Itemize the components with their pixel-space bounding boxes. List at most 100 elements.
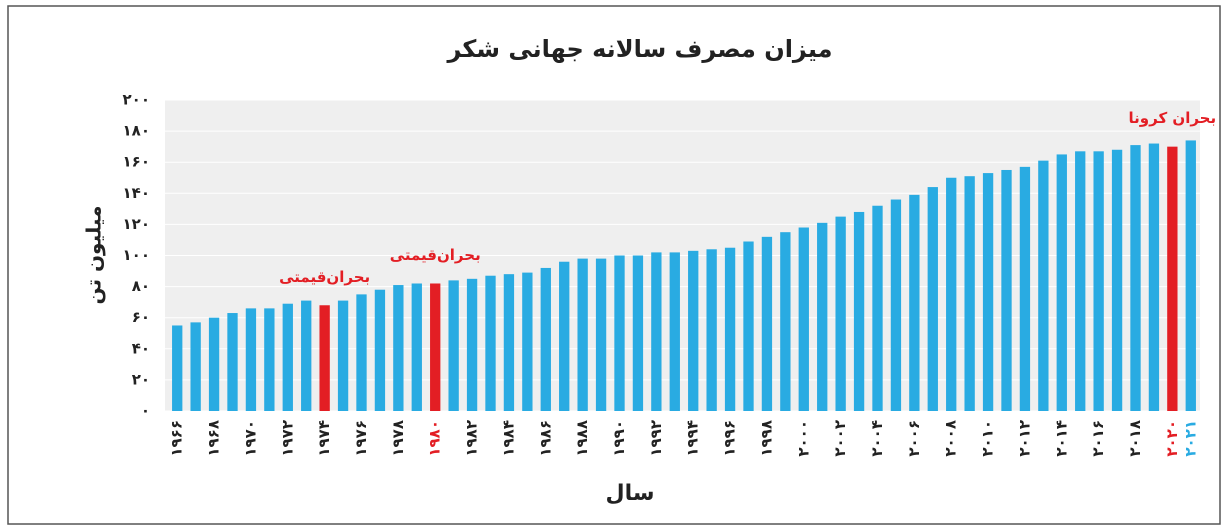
bar — [301, 300, 312, 411]
bar — [466, 278, 478, 411]
x-tick-label: ۱۹۹۶ — [721, 420, 739, 457]
y-tick-label: ۲۰۰ — [123, 91, 150, 109]
bar — [982, 173, 994, 411]
x-axis-label: سال — [606, 481, 655, 506]
x-tick-label: ۲۰۰۶ — [905, 420, 923, 457]
bar — [374, 289, 386, 411]
bar — [319, 305, 330, 411]
bar — [337, 300, 349, 411]
x-tick-label: ۱۹۸۸ — [573, 420, 591, 457]
y-tick-label: ۸۰ — [132, 277, 150, 295]
annotation: بحران‌قیمتی — [390, 246, 481, 264]
x-tick-label: ۱۹۷۸ — [389, 420, 407, 457]
bar — [522, 272, 533, 411]
bar — [872, 205, 883, 411]
bar — [890, 199, 902, 411]
bar — [706, 249, 717, 411]
bar — [172, 325, 183, 411]
bar — [208, 317, 220, 411]
bar — [1185, 140, 1196, 411]
x-tick-label: ۱۹۹۰ — [610, 420, 628, 457]
bar — [595, 258, 607, 411]
y-tick-label: ۱۸۰ — [123, 122, 150, 140]
x-tick-label: ۲۰۲۱ — [1181, 420, 1199, 457]
x-tick-label: ۲۰۱۶ — [1089, 420, 1107, 457]
x-tick-label: ۱۹۹۲ — [647, 420, 665, 457]
x-tick-label: ۲۰۰۰ — [794, 420, 812, 457]
bar — [761, 236, 773, 411]
bar — [1167, 146, 1178, 411]
annotation: بحران کرونا — [1129, 109, 1217, 127]
x-tick-label: ۱۹۶۸ — [205, 420, 223, 457]
bar — [1075, 151, 1086, 411]
x-tick-label: ۲۰۱۴ — [1052, 420, 1070, 457]
bar — [356, 294, 367, 411]
bar — [688, 250, 699, 411]
bar — [724, 247, 736, 411]
bar — [964, 176, 975, 411]
bar — [632, 255, 644, 411]
bar — [798, 227, 809, 411]
bar — [1130, 145, 1141, 411]
x-tick-label: ۱۹۸۰ — [426, 420, 444, 457]
bar — [393, 285, 404, 411]
x-tick-label: ۲۰۲۰ — [1163, 420, 1181, 457]
x-tick-label: ۱۹۷۴ — [315, 420, 333, 457]
x-tick-label: ۱۹۸۶ — [536, 420, 554, 457]
y-tick-label: ۱۴۰ — [123, 184, 150, 202]
bar — [946, 177, 957, 411]
bar — [835, 216, 846, 411]
annotation: بحران‌قیمتی — [279, 268, 370, 286]
bar — [1056, 154, 1067, 412]
bar — [559, 261, 570, 411]
x-tick-label: ۱۹۷۰ — [241, 420, 259, 457]
bar — [1111, 149, 1123, 411]
bar — [1038, 160, 1049, 411]
bar — [227, 313, 238, 411]
y-tick-label: ۴۰ — [132, 339, 150, 357]
bar — [927, 187, 938, 411]
bar — [853, 211, 865, 411]
y-tick-label: ۶۰ — [132, 308, 150, 326]
x-tick-label: ۱۹۷۶ — [352, 420, 370, 457]
x-tick-label: ۱۹۹۴ — [684, 420, 702, 457]
x-tick-label: ۲۰۰۴ — [868, 420, 886, 457]
bar — [1148, 143, 1160, 412]
x-tick-label: ۱۹۶۶ — [168, 420, 186, 457]
bar — [282, 303, 293, 411]
y-tick-label: ۱۲۰ — [123, 215, 150, 233]
bar — [540, 267, 551, 411]
x-tick-label: ۲۰۱۸ — [1126, 420, 1144, 457]
x-tick-label: ۱۹۹۸ — [757, 420, 775, 457]
y-tick-label: ۲۰ — [132, 370, 150, 388]
y-tick-label: ۰ — [141, 402, 150, 420]
y-axis-label: میلیون تن — [82, 206, 106, 305]
bar — [669, 252, 680, 411]
bar — [577, 258, 588, 411]
bar — [743, 241, 754, 411]
x-tick-label: ۲۰۰۲ — [831, 420, 849, 457]
bar — [651, 252, 662, 411]
x-tick-label: ۲۰۰۸ — [942, 420, 960, 457]
x-tick-label: ۱۹۸۲ — [463, 420, 481, 457]
bar — [264, 308, 275, 411]
bar — [448, 280, 459, 411]
y-tick-label: ۱۰۰ — [123, 246, 150, 264]
x-tick-label: ۱۹۸۴ — [499, 420, 517, 457]
bar — [503, 274, 515, 411]
bar — [1093, 151, 1104, 411]
bar — [817, 222, 828, 411]
x-tick-label: ۲۰۱۲ — [1015, 420, 1033, 457]
x-tick-label: ۲۰۱۰ — [979, 420, 997, 457]
bar — [411, 283, 422, 411]
bar — [614, 255, 625, 411]
chart-title: میزان مصرف سالانه جهانی شکر — [446, 35, 832, 63]
bar — [1001, 169, 1012, 411]
bar — [245, 308, 257, 411]
bar — [190, 322, 201, 411]
bar — [780, 232, 791, 411]
x-tick-label: ۱۹۷۲ — [278, 420, 296, 457]
y-tick-label: ۱۶۰ — [123, 153, 150, 171]
bar — [485, 275, 496, 411]
